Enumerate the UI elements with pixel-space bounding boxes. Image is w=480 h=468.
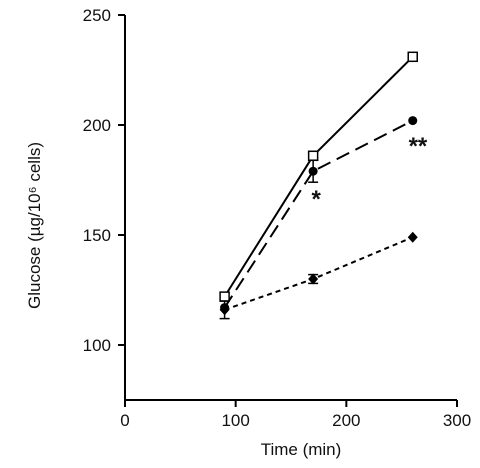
series-1 [219, 51, 418, 302]
series-3-line [224, 236, 414, 311]
x-axis-title: Time (min) [261, 440, 342, 459]
series-3 [219, 231, 418, 320]
x-tick-label: 0 [120, 411, 129, 430]
y-ticks: 100 150 200 250 [83, 6, 125, 355]
series-2 [220, 116, 418, 313]
x-tick-label: 200 [332, 411, 360, 430]
x-ticks: 0 100 200 300 [120, 400, 471, 430]
y-tick-label: 250 [83, 6, 111, 25]
y-axis-title: Glucose (µg/10⁶ cells) [25, 142, 44, 309]
data-point [219, 304, 230, 316]
annotations: *** [311, 133, 427, 213]
data-point [307, 150, 319, 162]
significance-marker: ** [409, 133, 428, 160]
data-point [407, 231, 418, 243]
data-point [408, 116, 418, 126]
x-tick-label: 300 [443, 411, 471, 430]
y-tick-label: 200 [83, 116, 111, 135]
y-tick-label: 150 [83, 226, 111, 245]
data-point [219, 291, 230, 302]
series-2-line [223, 119, 414, 309]
data-point [308, 273, 319, 285]
series-1-line [223, 56, 414, 298]
significance-marker: * [311, 186, 321, 213]
series-layer [219, 51, 418, 320]
x-tick-label: 100 [221, 411, 249, 430]
data-point [308, 166, 318, 176]
data-point [407, 51, 418, 63]
y-tick-label: 100 [83, 336, 111, 355]
axes [124, 15, 457, 401]
